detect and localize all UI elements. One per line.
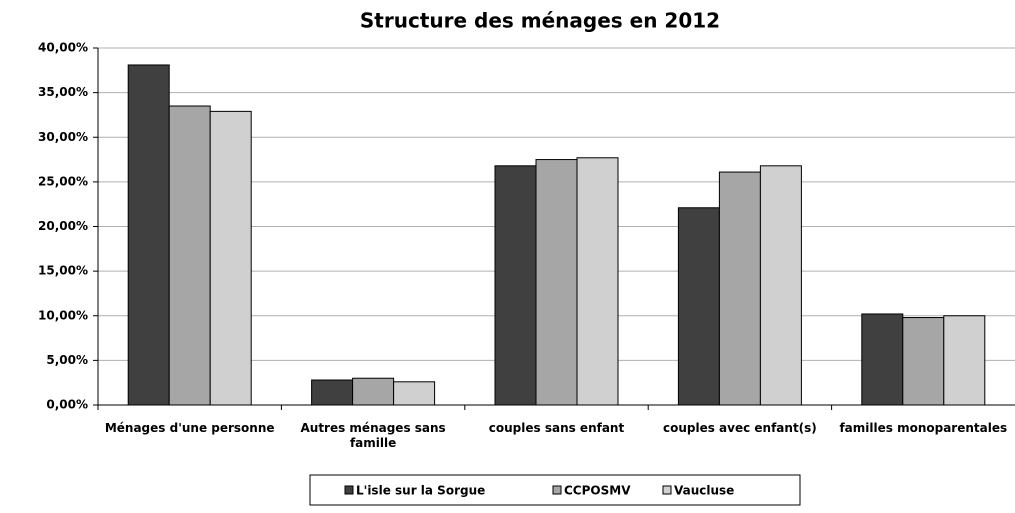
y-tick-label: 10,00% [38, 308, 88, 322]
legend-swatch [552, 485, 562, 495]
bar [535, 159, 578, 406]
bar [311, 379, 354, 406]
y-tick-label: 30,00% [38, 130, 88, 144]
bar [861, 313, 904, 406]
bar [576, 157, 619, 406]
bar [494, 165, 537, 406]
bar [677, 207, 720, 406]
bar [943, 315, 986, 406]
x-tick-label: familles monoparentales [839, 421, 1008, 435]
y-tick-label: 40,00% [38, 41, 88, 55]
legend-label: Vaucluse [674, 484, 734, 498]
x-tick-label: Ménages d'une personne [104, 421, 275, 435]
y-tick-label: 15,00% [38, 264, 88, 278]
y-tick-label: 35,00% [38, 85, 88, 99]
x-tick-label: Autres ménages sans famille [300, 421, 446, 450]
y-tick-label: 25,00% [38, 174, 88, 188]
x-tick-label: couples avec enfant(s) [662, 421, 817, 435]
bar [902, 317, 945, 406]
y-tick-label: 0,00% [46, 398, 88, 412]
bar [759, 165, 802, 406]
y-tick-label: 20,00% [38, 219, 88, 233]
bar [718, 171, 761, 406]
bar [127, 64, 170, 406]
bar [209, 110, 252, 406]
bar [168, 105, 211, 406]
x-tick-label: couples sans enfant [488, 421, 625, 435]
legend-swatch [344, 485, 354, 495]
legend-swatch [662, 485, 672, 495]
chart-title: Structure des ménages en 2012 [360, 9, 720, 33]
legend-label: CCPOSMV [564, 484, 631, 498]
bar [352, 377, 395, 406]
y-tick-label: 5,00% [46, 353, 88, 367]
legend-label: L'isle sur la Sorgue [356, 484, 485, 498]
bar [393, 381, 436, 406]
